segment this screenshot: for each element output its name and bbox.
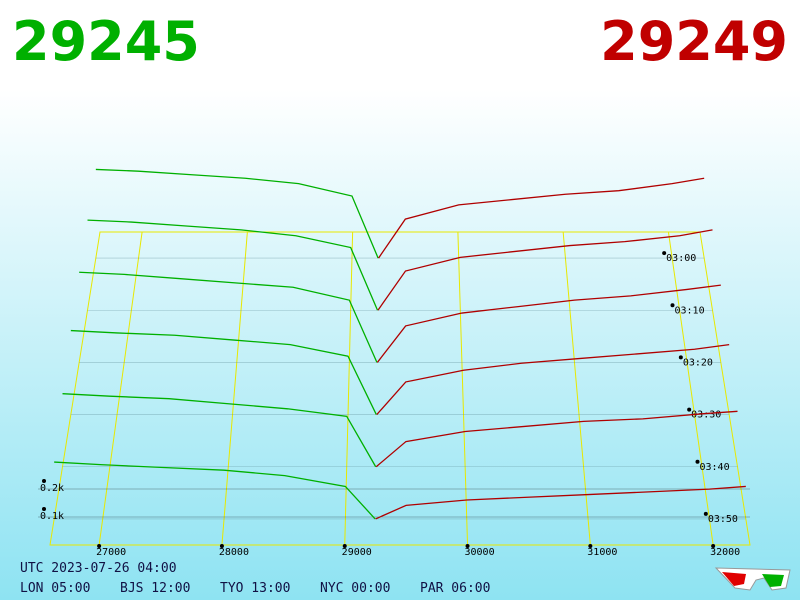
bid-depth-line — [79, 271, 378, 363]
city-time: PAR 06:00 — [420, 581, 490, 596]
plot: 27000 28000 29000 30000 31000 32000 03:00 03:10… — [38, 168, 751, 558]
t-tick-label: 03:10 — [675, 305, 705, 316]
x-tick-label: 30000 — [464, 547, 494, 558]
x-tick-label: 28000 — [219, 547, 249, 558]
grid-line — [667, 231, 714, 546]
utc-time: UTC 2023-07-26 04:00 — [20, 561, 177, 576]
tick-mark — [465, 544, 470, 548]
bid-depth-line — [54, 461, 376, 520]
tick-mark — [662, 251, 667, 256]
ask-depth-line — [378, 177, 705, 259]
x-tick-label: 32000 — [710, 547, 740, 558]
floor — [49, 231, 751, 546]
t-tick-label: 03:00 — [666, 253, 696, 264]
tick-mark — [678, 355, 683, 360]
city-time: TYO 13:00 — [220, 581, 290, 596]
ask-price: 29249 — [600, 10, 788, 73]
ask-depth-line — [377, 229, 713, 311]
x-tick-label: 31000 — [587, 547, 617, 558]
t-tick-label: 03:20 — [683, 357, 713, 368]
ask-depth-line — [375, 410, 738, 468]
t-tick-label: 03:30 — [691, 410, 721, 421]
grid-line — [221, 231, 248, 546]
city-time: NYC 00:00 — [320, 581, 390, 596]
x-tick-label: 29000 — [342, 547, 372, 558]
bid-depth-line — [62, 393, 377, 468]
bid-depth-line — [70, 329, 377, 415]
tick-mark — [687, 407, 692, 412]
grid-line — [98, 231, 143, 546]
tick-mark — [588, 544, 593, 548]
tick-mark — [703, 511, 708, 516]
x-tick-label: 27000 — [96, 547, 126, 558]
z-tick-label: 0.2k — [40, 483, 64, 494]
tick-mark — [670, 303, 675, 308]
z-tick-label: 0.1k — [40, 511, 64, 522]
city-time: LON 05:00 — [20, 581, 90, 596]
bid-price: 29245 — [12, 10, 200, 73]
tick-mark — [42, 507, 46, 511]
tick-mark — [342, 544, 347, 548]
bid-depth-line — [95, 168, 379, 259]
ask-depth-line — [376, 343, 730, 416]
t-tick-label: 03:40 — [700, 462, 730, 473]
ask-depth-line — [375, 485, 746, 520]
ask-depth-line — [376, 284, 721, 363]
bid-depth-line — [87, 219, 379, 311]
3d-glasses-icon — [714, 567, 791, 591]
glasses-lens-red — [722, 572, 746, 586]
glasses-lens-green — [762, 574, 784, 587]
tick-mark — [42, 479, 46, 483]
tick-mark — [219, 544, 224, 548]
city-time: BJS 12:00 — [120, 581, 190, 596]
grid-line — [344, 231, 354, 546]
grid-line — [457, 231, 469, 546]
tick-mark — [97, 544, 102, 548]
grid-line — [562, 231, 591, 546]
t-tick-label: 03:50 — [708, 514, 738, 525]
tick-mark — [711, 544, 716, 548]
tick-mark — [695, 459, 700, 464]
